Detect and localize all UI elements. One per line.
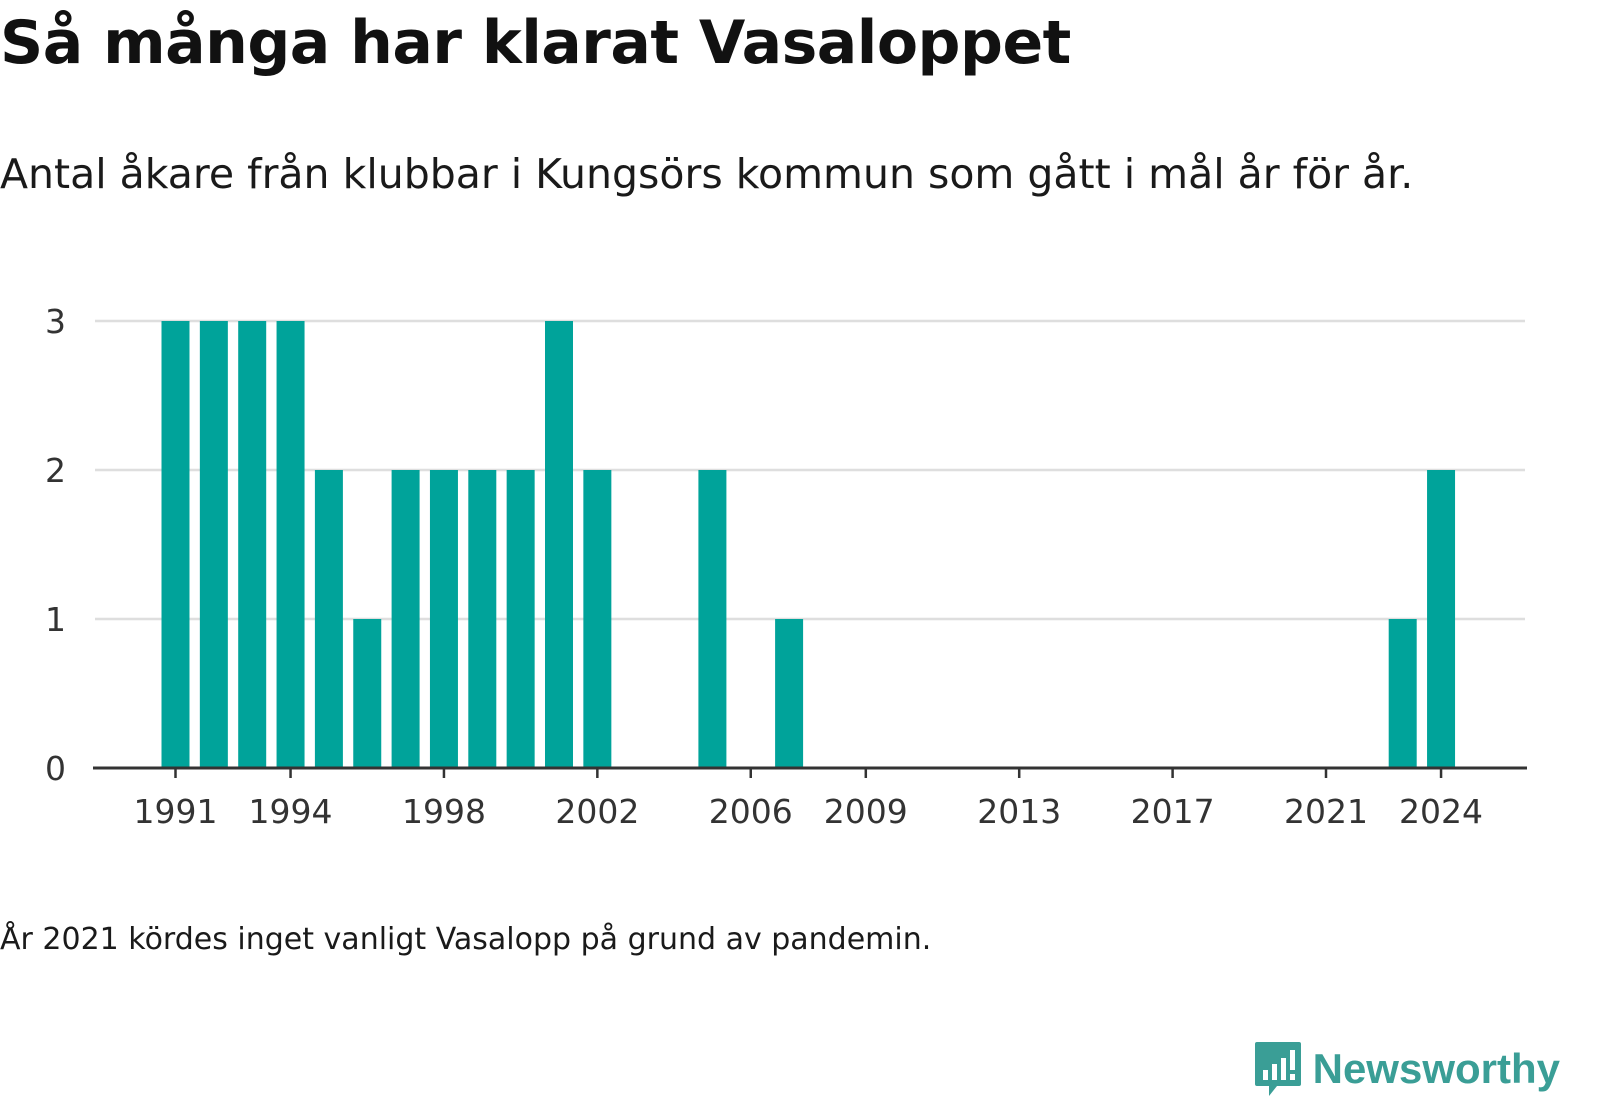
y-tick-label: 2: [45, 451, 66, 490]
bar: [429, 470, 458, 768]
bar: [1388, 619, 1417, 768]
bar: [391, 470, 420, 768]
x-tick-label: 1991: [134, 792, 218, 831]
bar: [698, 470, 727, 768]
bar: [199, 321, 228, 768]
bar: [353, 619, 382, 768]
footnote: År 2021 kördes inget vanligt Vasalopp på…: [0, 922, 932, 957]
x-tick-label: 1994: [249, 792, 333, 831]
brand-logo: Newsworthy: [1253, 1040, 1560, 1098]
bar: [1427, 470, 1456, 768]
x-tick-label: 2002: [555, 792, 639, 831]
x-tick-label: 2024: [1399, 792, 1483, 831]
grid-lines: [95, 319, 1525, 621]
bar: [276, 321, 305, 768]
bar: [161, 321, 190, 768]
x-tick-label: 2013: [977, 792, 1061, 831]
x-tick-label: 2017: [1131, 792, 1215, 831]
bar: [314, 470, 343, 768]
y-tick-label: 3: [45, 302, 66, 341]
bars: [161, 321, 1456, 768]
x-tick-label: 2006: [709, 792, 793, 831]
bar: [238, 321, 267, 768]
bar-chart: 0 1 2 3 1991 1994 1998 2002 2006 2009 2013 2017 2021…: [45, 302, 1527, 831]
bar: [545, 321, 573, 768]
newsworthy-logo-icon: [1254, 1042, 1301, 1096]
y-tick-label: 0: [45, 749, 66, 788]
bar: [775, 619, 804, 768]
axes: 0 1 2 3 1991 1994 1998 2002 2006 2009 2013 2017 2021…: [45, 302, 1527, 831]
x-tick-label: 1998: [402, 792, 486, 831]
brand-name: Newsworthy: [1312, 1045, 1560, 1092]
chart-title: Så många har klarat Vasaloppet: [0, 8, 1071, 78]
x-tick-label: 2021: [1284, 792, 1368, 831]
x-tick-label: 2009: [824, 792, 908, 831]
bar: [506, 470, 535, 768]
chart-subtitle: Antal åkare från klubbar i Kungsörs komm…: [0, 150, 1414, 198]
y-tick-label: 1: [45, 600, 66, 639]
bar: [468, 470, 497, 768]
bar: [583, 470, 612, 768]
